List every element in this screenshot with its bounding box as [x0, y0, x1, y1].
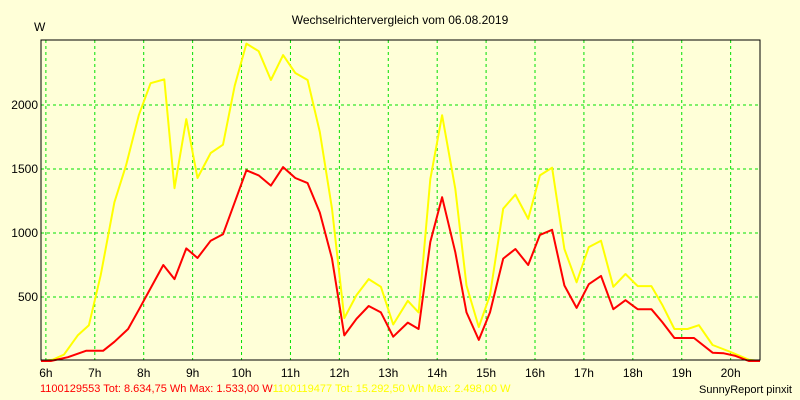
y-tick-label: 2000 — [11, 98, 38, 112]
x-tick-label: 8h — [137, 366, 150, 380]
series-line-1100119477 — [40, 42, 761, 362]
x-tick-label: 20h — [721, 366, 741, 380]
legend-entry-1100129553: 1100129553 Tot: 8.634,75 Wh Max: 1.533,0… — [40, 383, 273, 395]
x-tick-label: 6h — [39, 366, 52, 380]
credit: SunnyReport pinxit — [699, 384, 792, 396]
y-axis-label: W — [34, 20, 46, 34]
x-tick-label: 18h — [623, 366, 643, 380]
x-tick-label: 15h — [476, 366, 496, 380]
series-1100119477 — [40, 42, 761, 362]
x-tick-label: 10h — [232, 366, 252, 380]
x-tick-label: 12h — [329, 366, 349, 380]
tick-labels: 6h 7h 8h 9h 10h 11h 12h 13h 14h 15h 16h 17h 18h 19h 20… — [11, 98, 740, 380]
x-tick-label: 13h — [378, 366, 398, 380]
y-tick-label: 1000 — [11, 226, 38, 240]
x-tick-label: 9h — [186, 366, 199, 380]
series-lines — [40, 42, 761, 362]
y-tick-label: 1500 — [11, 162, 38, 176]
x-tick-label: 16h — [525, 366, 545, 380]
x-tick-label: 7h — [88, 366, 101, 380]
x-tick-label: 11h — [281, 366, 300, 380]
plot-frame — [40, 39, 761, 361]
x-tick-label: 14h — [427, 366, 447, 380]
series-line-1100129553 — [41, 166, 760, 362]
chart-title: Wechselrichtervergleich vom 06.08.2019 — [292, 13, 509, 27]
x-tick-label: 19h — [672, 366, 692, 380]
x-tick-label: 17h — [574, 366, 594, 380]
series-1100129553 — [40, 166, 761, 362]
y-tick-label: 500 — [18, 290, 38, 304]
legend: 1100129553 Tot: 8.634,75 Wh Max: 1.533,0… — [40, 383, 510, 395]
legend-entry-1100119477: 1100119477 Tot: 15.292,50 Wh Max: 2.498,… — [272, 383, 511, 395]
